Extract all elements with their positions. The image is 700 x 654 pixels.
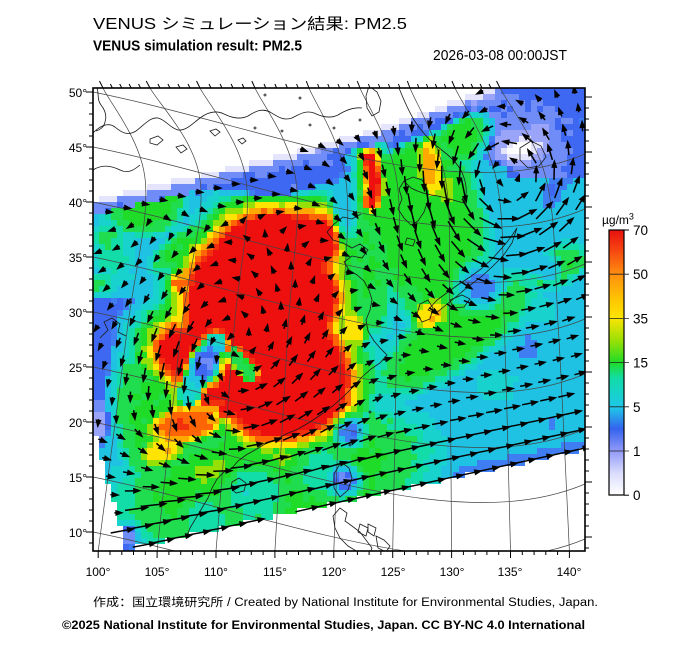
svg-text:100°: 100° <box>86 565 111 579</box>
svg-text:115°: 115° <box>263 565 287 579</box>
svg-text:©2025 National Institute for E: ©2025 National Institute for Environment… <box>62 620 585 632</box>
svg-text:35: 35 <box>633 311 648 326</box>
svg-text:1: 1 <box>633 444 641 459</box>
svg-text:25°: 25° <box>69 361 87 375</box>
svg-text:0: 0 <box>633 488 641 503</box>
svg-text:2026-03-08 00:00JST: 2026-03-08 00:00JST <box>433 47 567 64</box>
svg-text:130°: 130° <box>440 565 465 579</box>
svg-text:135°: 135° <box>498 565 523 579</box>
svg-text:5: 5 <box>633 400 641 415</box>
svg-text:45°: 45° <box>69 141 87 155</box>
svg-text:35°: 35° <box>69 251 87 265</box>
svg-text:40°: 40° <box>69 196 87 210</box>
svg-text:70: 70 <box>633 223 648 238</box>
svg-text:10°: 10° <box>69 526 87 540</box>
svg-text:20°: 20° <box>69 416 87 430</box>
svg-text:50: 50 <box>633 267 648 282</box>
svg-text:VENUS シミュレーション結果: PM2.5: VENUS シミュレーション結果: PM2.5 <box>93 15 407 33</box>
svg-text:110°: 110° <box>204 565 228 579</box>
svg-text:50°: 50° <box>69 86 87 100</box>
svg-text:作成：国立環境研究所 / Created by Nation: 作成：国立環境研究所 / Created by National Institu… <box>93 595 598 609</box>
svg-text:120°: 120° <box>322 565 347 579</box>
svg-text:140°: 140° <box>557 565 582 579</box>
svg-text:VENUS simulation result: PM2.5: VENUS simulation result: PM2.5 <box>93 38 302 55</box>
svg-text:15°: 15° <box>69 471 87 485</box>
svg-text:30°: 30° <box>69 306 87 320</box>
svg-text:105°: 105° <box>145 565 170 579</box>
svg-text:15: 15 <box>633 356 648 371</box>
svg-text:125°: 125° <box>381 565 406 579</box>
